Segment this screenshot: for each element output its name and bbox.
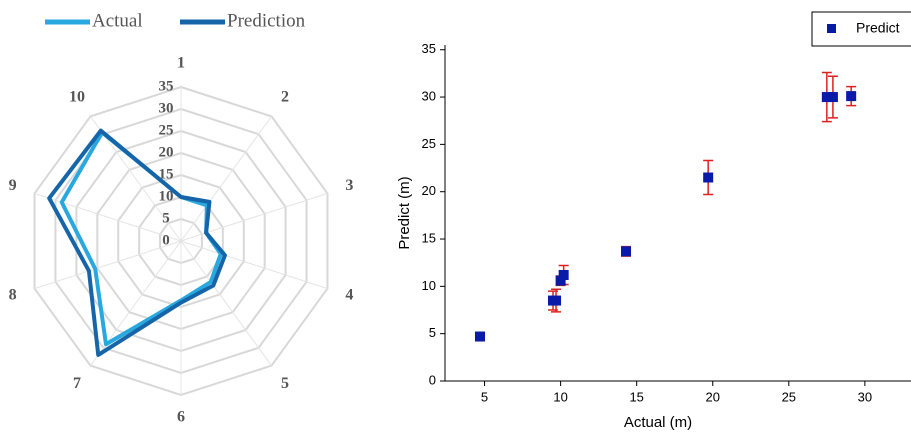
y-tick-label: 30	[422, 88, 436, 103]
legend-label: Actual	[92, 10, 143, 31]
y-tick-label: 5	[429, 325, 436, 340]
spoke	[34, 192, 182, 242]
y-tick-label: 35	[422, 41, 436, 56]
spoke	[180, 240, 272, 366]
y-tick-label: 20	[422, 183, 436, 198]
axis-label: 2	[281, 88, 289, 105]
legend-marker	[827, 24, 836, 33]
axis-label: 1	[177, 55, 185, 72]
x-axis-label: Actual (m)	[624, 414, 692, 431]
x-tick-label: 30	[858, 389, 872, 404]
x-tick-label: 20	[706, 389, 720, 404]
r-tick-label: 15	[159, 166, 174, 182]
spoke	[180, 240, 328, 290]
point	[551, 295, 562, 306]
axis-label: 7	[73, 375, 81, 392]
point	[621, 246, 632, 257]
y-tick-label: 25	[422, 136, 436, 151]
r-tick-label: 30	[159, 100, 174, 116]
y-tick-label: 10	[422, 278, 436, 293]
point	[474, 331, 485, 342]
r-tick-label: 0	[162, 232, 170, 248]
axis-label: 3	[345, 177, 353, 194]
legend-box	[811, 11, 911, 47]
r-tick-label: 5	[162, 210, 170, 226]
point	[555, 275, 566, 286]
y-tick-label: 15	[422, 230, 436, 245]
legend-label: Predict	[856, 20, 900, 36]
spoke	[34, 240, 182, 290]
spoke	[180, 116, 272, 242]
x-tick-label: 25	[782, 389, 796, 404]
axis-label: 8	[9, 286, 17, 303]
y-axis-label: Predict (m)	[396, 176, 413, 249]
radar-line	[47, 128, 227, 357]
x-tick-label: 5	[481, 389, 488, 404]
point	[821, 92, 832, 103]
r-tick-label: 25	[159, 122, 174, 138]
point	[827, 92, 838, 103]
y-tick-label: 0	[429, 372, 436, 387]
axis-label: 6	[177, 409, 185, 426]
point	[703, 172, 714, 183]
r-tick-label: 10	[159, 188, 174, 204]
x-tick-label: 10	[553, 389, 567, 404]
axis-label: 4	[345, 286, 353, 303]
point	[558, 269, 569, 280]
axis-label: 9	[9, 177, 17, 194]
x-tick-label: 15	[629, 389, 643, 404]
r-tick-label: 35	[159, 78, 174, 94]
r-tick-label: 20	[159, 144, 174, 160]
legend-label: Prediction	[227, 10, 306, 31]
point	[846, 91, 857, 102]
axis-label: 10	[69, 88, 85, 105]
axis-label: 5	[281, 375, 289, 392]
